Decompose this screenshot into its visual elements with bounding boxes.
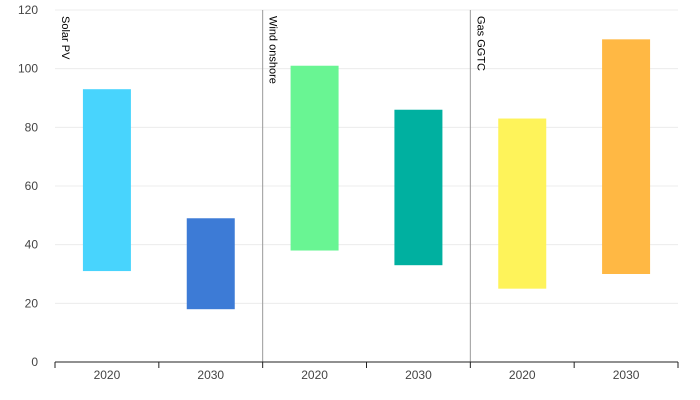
y-tick-label: 60: [25, 179, 39, 193]
y-tick-label: 20: [25, 296, 39, 310]
gridlines: [55, 9, 678, 304]
y-axis-tick-labels: 0 20 40 60 80 100 120: [18, 3, 38, 369]
group-label: Wind onshore: [267, 16, 279, 84]
range-bar: [498, 118, 547, 289]
x-tick-label: 2030: [613, 368, 640, 382]
group-labels: Solar PV Wind onshore Gas GGTC: [59, 16, 486, 84]
group-label: Gas GGTC: [474, 16, 486, 71]
group-label: Solar PV: [59, 16, 71, 60]
y-tick-label: 120: [18, 3, 38, 17]
x-tick-label: 2030: [197, 368, 224, 382]
range-bar: [602, 39, 651, 275]
x-tick-label: 2020: [301, 368, 328, 382]
y-tick-label: 100: [18, 62, 38, 76]
x-tick-label: 2020: [509, 368, 536, 382]
x-tick-label: 2020: [94, 368, 121, 382]
y-tick-label: 80: [25, 120, 39, 134]
range-bar: [290, 65, 339, 251]
range-bar: [82, 89, 131, 272]
range-bar: [394, 109, 443, 266]
x-axis: [54, 361, 679, 368]
x-axis-tick-labels: 2020 2030 2020 2030 2020 2030: [94, 368, 640, 382]
y-tick-label: 40: [25, 238, 39, 252]
range-bar: [186, 218, 235, 310]
y-tick-label: 0: [31, 355, 38, 369]
range-bars: [82, 39, 651, 310]
group-dividers: [262, 10, 471, 362]
x-tick-label: 2030: [405, 368, 432, 382]
